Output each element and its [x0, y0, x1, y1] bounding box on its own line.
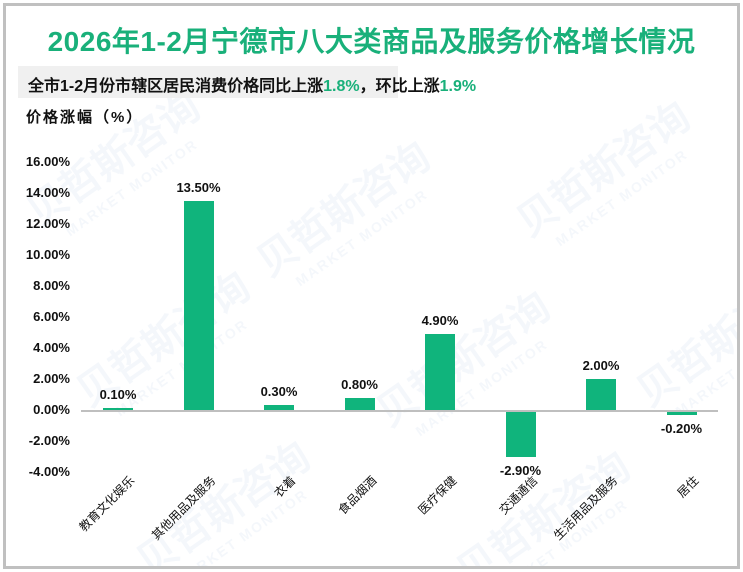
- x-category-label: 衣着: [271, 473, 299, 501]
- bar-value-label: 0.80%: [341, 376, 378, 392]
- x-category-label: 食品烟酒: [334, 473, 379, 518]
- bar-value-label: 13.50%: [176, 179, 221, 195]
- watermark: 贝哲斯咨询 MARKET MONITOR: [449, 444, 639, 569]
- subtitle-prefix: 全市1-2月份市辖区居民消费价格同比上涨: [28, 78, 324, 95]
- y-tick-label: 16.00%: [25, 154, 70, 169]
- bar: [103, 408, 133, 410]
- x-category-label: 教育文化娱乐: [76, 473, 138, 535]
- y-tick-label: 14.00%: [25, 185, 70, 200]
- x-category-label: 其他用品及服务: [148, 473, 218, 543]
- chart-frame: 贝哲斯咨询 MARKET MONITOR 贝哲斯咨询 MARKET MONITOR …: [3, 3, 740, 569]
- bar: [425, 334, 455, 410]
- watermark: 贝哲斯咨询 MARKET MONITOR: [129, 434, 319, 569]
- bar: [505, 412, 536, 457]
- watermark: 贝哲斯咨询 MARKET MONITOR: [509, 94, 699, 250]
- y-tick-label: 4.00%: [33, 340, 70, 355]
- x-category-label: 居住: [673, 473, 701, 501]
- watermark: 贝哲斯咨询 MARKET MONITOR: [69, 264, 259, 420]
- y-tick-label: 6.00%: [33, 309, 70, 324]
- y-tick-label: 10.00%: [25, 247, 70, 262]
- y-tick-label: -4.00%: [28, 464, 70, 479]
- bar: [586, 379, 616, 410]
- bar-value-label: 0.30%: [260, 384, 298, 400]
- y-tick-label: -2.00%: [28, 433, 70, 448]
- yoy-value: 1.8%: [323, 78, 360, 95]
- bar: [183, 200, 214, 410]
- bar-value-label: 2.00%: [582, 358, 620, 373]
- zero-axis-line: [81, 410, 718, 412]
- mom-value: 1.9%: [439, 78, 477, 95]
- x-category-label: 医疗保健: [415, 473, 460, 518]
- bar: [666, 412, 697, 416]
- y-tick-label: 8.00%: [33, 278, 70, 293]
- bar-value-label: -0.20%: [660, 421, 703, 437]
- bar-value-label: 4.90%: [421, 313, 459, 329]
- watermark: 贝哲斯咨询 MARKET MONITOR: [369, 284, 559, 440]
- y-tick-label: 2.00%: [33, 371, 70, 386]
- y-axis-title: 价格涨幅（%）: [26, 109, 144, 126]
- bar-value-label: 0.10%: [99, 387, 137, 402]
- chart-title: 2026年1-2月宁德市八大类商品及服务价格增长情况: [47, 26, 696, 57]
- subtitle-banner: 全市1-2月份市辖区居民消费价格同比上涨1.8%，环比上涨1.9%: [18, 66, 476, 98]
- x-category-label: 生活用品及服务: [551, 473, 621, 543]
- watermark: 贝哲斯咨询 MARKET MONITOR: [249, 134, 439, 290]
- y-tick-label: 12.00%: [25, 216, 70, 231]
- y-tick-label: 0.00%: [33, 402, 70, 417]
- subtitle-middle: ，环比上涨: [359, 78, 440, 95]
- x-category-label: 交通通信: [495, 473, 540, 518]
- bar: [264, 405, 294, 410]
- watermark: 贝哲斯咨询 MARKET MONITOR: [629, 264, 740, 420]
- bar-value-label: -2.90%: [499, 462, 542, 478]
- bar: [344, 397, 375, 410]
